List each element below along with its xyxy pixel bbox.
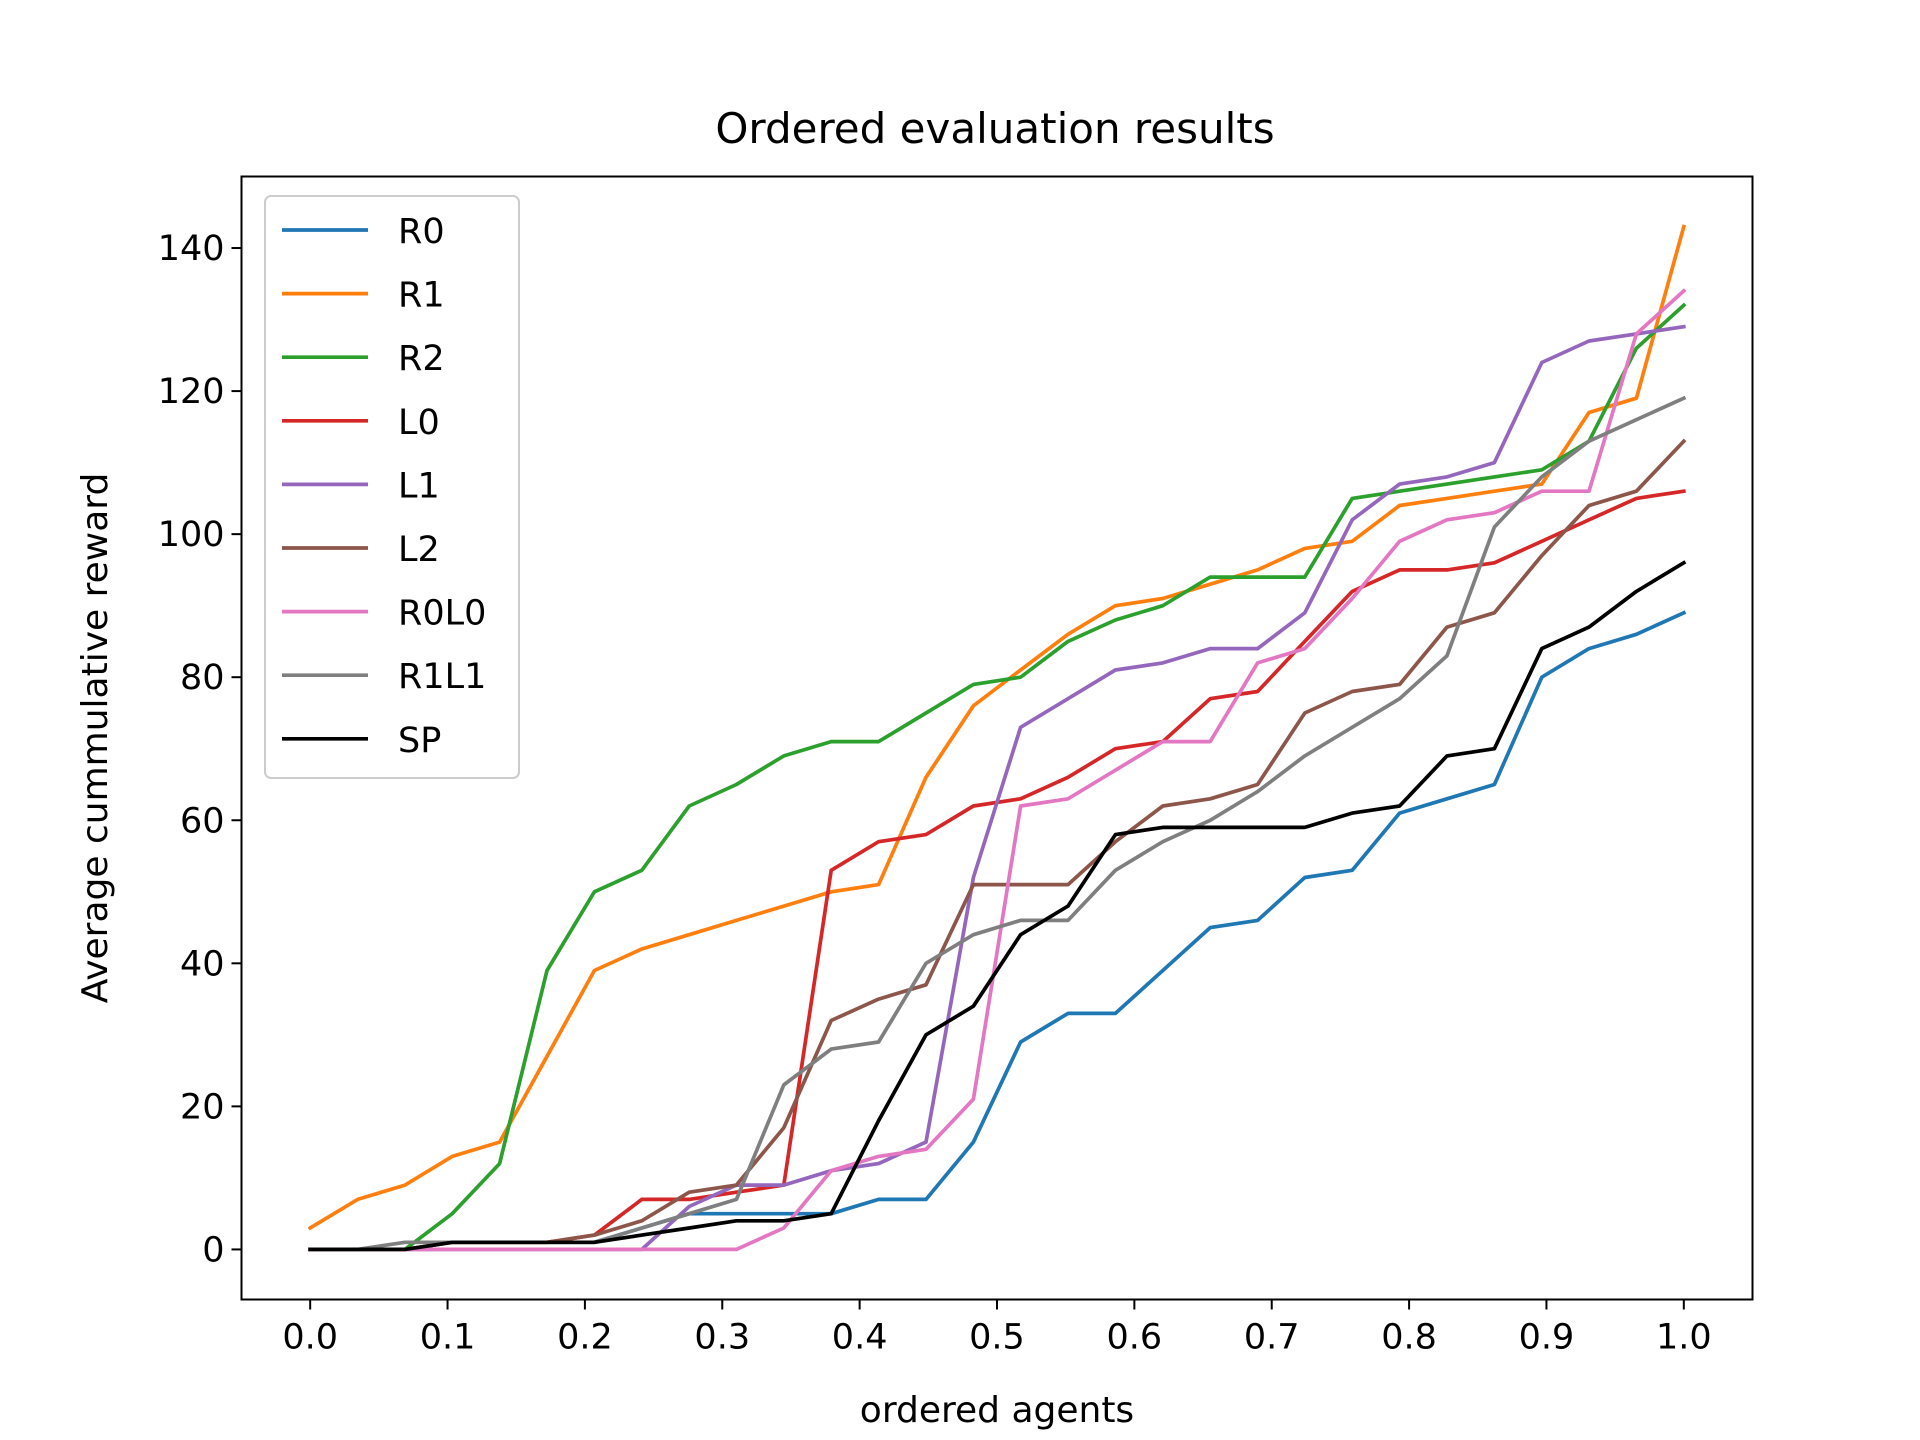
legend-label-r2: R2 — [398, 339, 445, 379]
y-tick-label: 120 — [158, 372, 225, 412]
y-tick-label: 0 — [202, 1230, 224, 1270]
x-tick-label: 0.2 — [557, 1318, 613, 1358]
axes-frame — [240, 175, 1754, 1301]
legend-box — [264, 195, 520, 779]
legend-label-sp: SP — [398, 721, 441, 761]
series-line-sp — [308, 560, 1687, 1252]
series-line-r1 — [307, 224, 1687, 1231]
legend-label-r0l0: R0L0 — [398, 594, 486, 634]
x-tick-label: 0.8 — [1381, 1318, 1437, 1358]
legend-label-l1: L1 — [398, 466, 440, 506]
y-tick-label: 20 — [180, 1087, 225, 1127]
x-tick-label: 0.5 — [969, 1318, 1025, 1358]
y-tick-label: 100 — [158, 515, 225, 555]
legend-label-r1: R1 — [398, 276, 445, 316]
x-tick-label: 0.3 — [694, 1318, 750, 1358]
legend-label-l2: L2 — [398, 530, 440, 570]
series-line-r0l0 — [308, 288, 1687, 1252]
x-tick-label: 0.6 — [1107, 1318, 1163, 1358]
legend-label-r1l1: R1L1 — [398, 657, 486, 697]
y-tick-label: 40 — [180, 944, 225, 984]
plot-area — [307, 224, 1687, 1252]
x-tick-label: 0.4 — [832, 1318, 888, 1358]
x-tick-label: 0.7 — [1244, 1318, 1300, 1358]
x-axis-label: ordered agents — [860, 1390, 1134, 1431]
legend: R0 R1 R2 L0 L1 L2 R0L0 R1L1 SP — [264, 195, 520, 779]
y-tick-label: 140 — [158, 229, 225, 269]
x-tick-label: 1.0 — [1656, 1318, 1712, 1358]
chart-title: Ordered evaluation results — [715, 104, 1274, 153]
series-line-r2 — [308, 302, 1687, 1252]
y-tick-label: 80 — [180, 658, 225, 698]
axis-ticks: 0.0 0.1 0.2 0.3 0.4 0.5 0.6 0.7 0.8 0.9 1.0 0 20 40 60… — [158, 229, 1712, 1357]
legend-label-r0: R0 — [398, 212, 445, 252]
legend-label-l0: L0 — [398, 403, 440, 443]
x-tick-label: 0.1 — [420, 1318, 476, 1358]
y-tick-label: 60 — [180, 801, 225, 841]
x-tick-label: 0.0 — [282, 1318, 338, 1358]
x-tick-label: 0.9 — [1519, 1318, 1575, 1358]
y-axis-label: Average cummulative reward — [75, 473, 116, 1004]
